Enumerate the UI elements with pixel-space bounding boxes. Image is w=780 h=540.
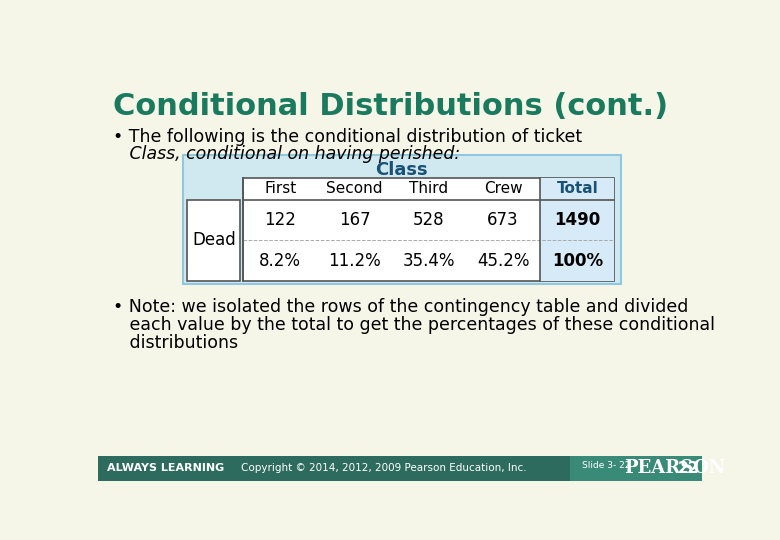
- Text: each value by the total to get the percentages of these conditional: each value by the total to get the perce…: [113, 316, 715, 334]
- Text: ALWAYS LEARNING: ALWAYS LEARNING: [107, 463, 224, 473]
- FancyBboxPatch shape: [570, 456, 702, 481]
- Text: 45.2%: 45.2%: [477, 252, 530, 270]
- Text: 8.2%: 8.2%: [259, 252, 301, 270]
- Text: Class: Class: [375, 161, 428, 179]
- Text: Total: Total: [556, 181, 598, 196]
- Text: Second: Second: [326, 181, 383, 196]
- Text: 167: 167: [339, 211, 370, 229]
- FancyBboxPatch shape: [541, 178, 615, 281]
- FancyBboxPatch shape: [243, 178, 615, 281]
- Text: 1490: 1490: [554, 211, 601, 229]
- Text: 11.2%: 11.2%: [328, 252, 381, 270]
- Text: Dead: Dead: [192, 231, 236, 249]
- Text: Copyright © 2014, 2012, 2009 Pearson Education, Inc.: Copyright © 2014, 2012, 2009 Pearson Edu…: [242, 463, 527, 473]
- Text: 122: 122: [264, 211, 296, 229]
- Text: Conditional Distributions (cont.): Conditional Distributions (cont.): [113, 92, 668, 121]
- Text: 100%: 100%: [551, 252, 603, 270]
- Text: PEARSON: PEARSON: [625, 460, 726, 477]
- Text: • The following is the conditional distribution of ticket: • The following is the conditional distr…: [113, 128, 582, 146]
- Text: Slide 3- 22: Slide 3- 22: [582, 461, 630, 470]
- Text: 35.4%: 35.4%: [402, 252, 455, 270]
- Text: First: First: [264, 181, 296, 196]
- Text: 528: 528: [413, 211, 445, 229]
- FancyBboxPatch shape: [98, 456, 702, 481]
- Text: 22: 22: [678, 461, 700, 476]
- Text: Class, conditional on having perished:: Class, conditional on having perished:: [113, 145, 460, 163]
- Text: Crew: Crew: [484, 181, 523, 196]
- Text: 673: 673: [488, 211, 519, 229]
- Text: distributions: distributions: [113, 334, 238, 352]
- Text: Third: Third: [410, 181, 448, 196]
- FancyBboxPatch shape: [187, 200, 240, 281]
- Text: • Note: we isolated the rows of the contingency table and divided: • Note: we isolated the rows of the cont…: [113, 298, 689, 316]
- FancyBboxPatch shape: [183, 155, 621, 284]
